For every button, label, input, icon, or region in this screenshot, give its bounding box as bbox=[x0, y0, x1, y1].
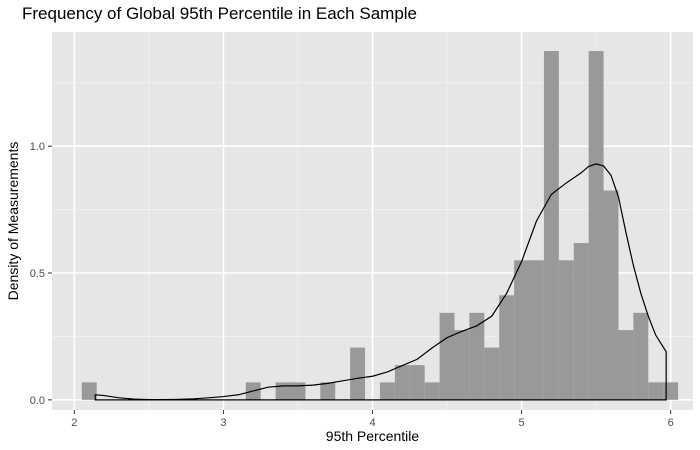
x-tick-label: 6 bbox=[668, 417, 674, 429]
histogram-bar bbox=[543, 51, 559, 400]
x-axis-label: 95th Percentile bbox=[325, 428, 420, 444]
histogram-bars bbox=[81, 51, 679, 400]
histogram-bar bbox=[409, 365, 425, 400]
histogram-bar bbox=[424, 382, 440, 400]
histogram-bar bbox=[618, 330, 634, 400]
histogram-bar bbox=[439, 312, 455, 400]
histogram-bar bbox=[320, 382, 336, 400]
histogram-bar bbox=[394, 365, 410, 400]
x-tick-label: 3 bbox=[220, 417, 226, 429]
histogram-bar bbox=[529, 260, 544, 400]
histogram-bar bbox=[514, 260, 530, 400]
histogram-bar bbox=[588, 51, 604, 400]
histogram-bar bbox=[275, 382, 291, 400]
y-tick-label: 0.5 bbox=[30, 268, 45, 280]
histogram-bar bbox=[350, 347, 366, 400]
histogram-bar bbox=[573, 243, 589, 400]
density-curve bbox=[94, 163, 667, 401]
x-tick-label: 2 bbox=[71, 417, 77, 429]
y-tick-label: 1.0 bbox=[30, 141, 45, 153]
histogram-bar bbox=[81, 382, 97, 400]
histogram-bar bbox=[603, 190, 619, 400]
histogram-bar bbox=[469, 312, 485, 400]
histogram-bar bbox=[663, 382, 679, 400]
histogram-bar bbox=[499, 295, 515, 400]
chart-title: Frequency of Global 95th Percentile in E… bbox=[22, 4, 418, 23]
x-axis-ticks: 2 3 4 5 6 bbox=[71, 410, 674, 429]
y-axis-ticks: 0.0 0.5 1.0 bbox=[30, 141, 52, 407]
histogram-bar bbox=[379, 382, 395, 400]
histogram-bar bbox=[484, 347, 500, 400]
y-axis-label: Density of Measurements bbox=[5, 141, 21, 301]
x-tick-label: 4 bbox=[369, 417, 375, 429]
histogram-bar bbox=[648, 382, 664, 400]
y-tick-label: 0.0 bbox=[30, 395, 45, 407]
x-tick-label: 5 bbox=[519, 417, 525, 429]
histogram-bar bbox=[290, 382, 306, 400]
histogram-bar bbox=[558, 260, 574, 400]
histogram-bar bbox=[633, 312, 649, 400]
histogram-bar bbox=[454, 330, 470, 400]
